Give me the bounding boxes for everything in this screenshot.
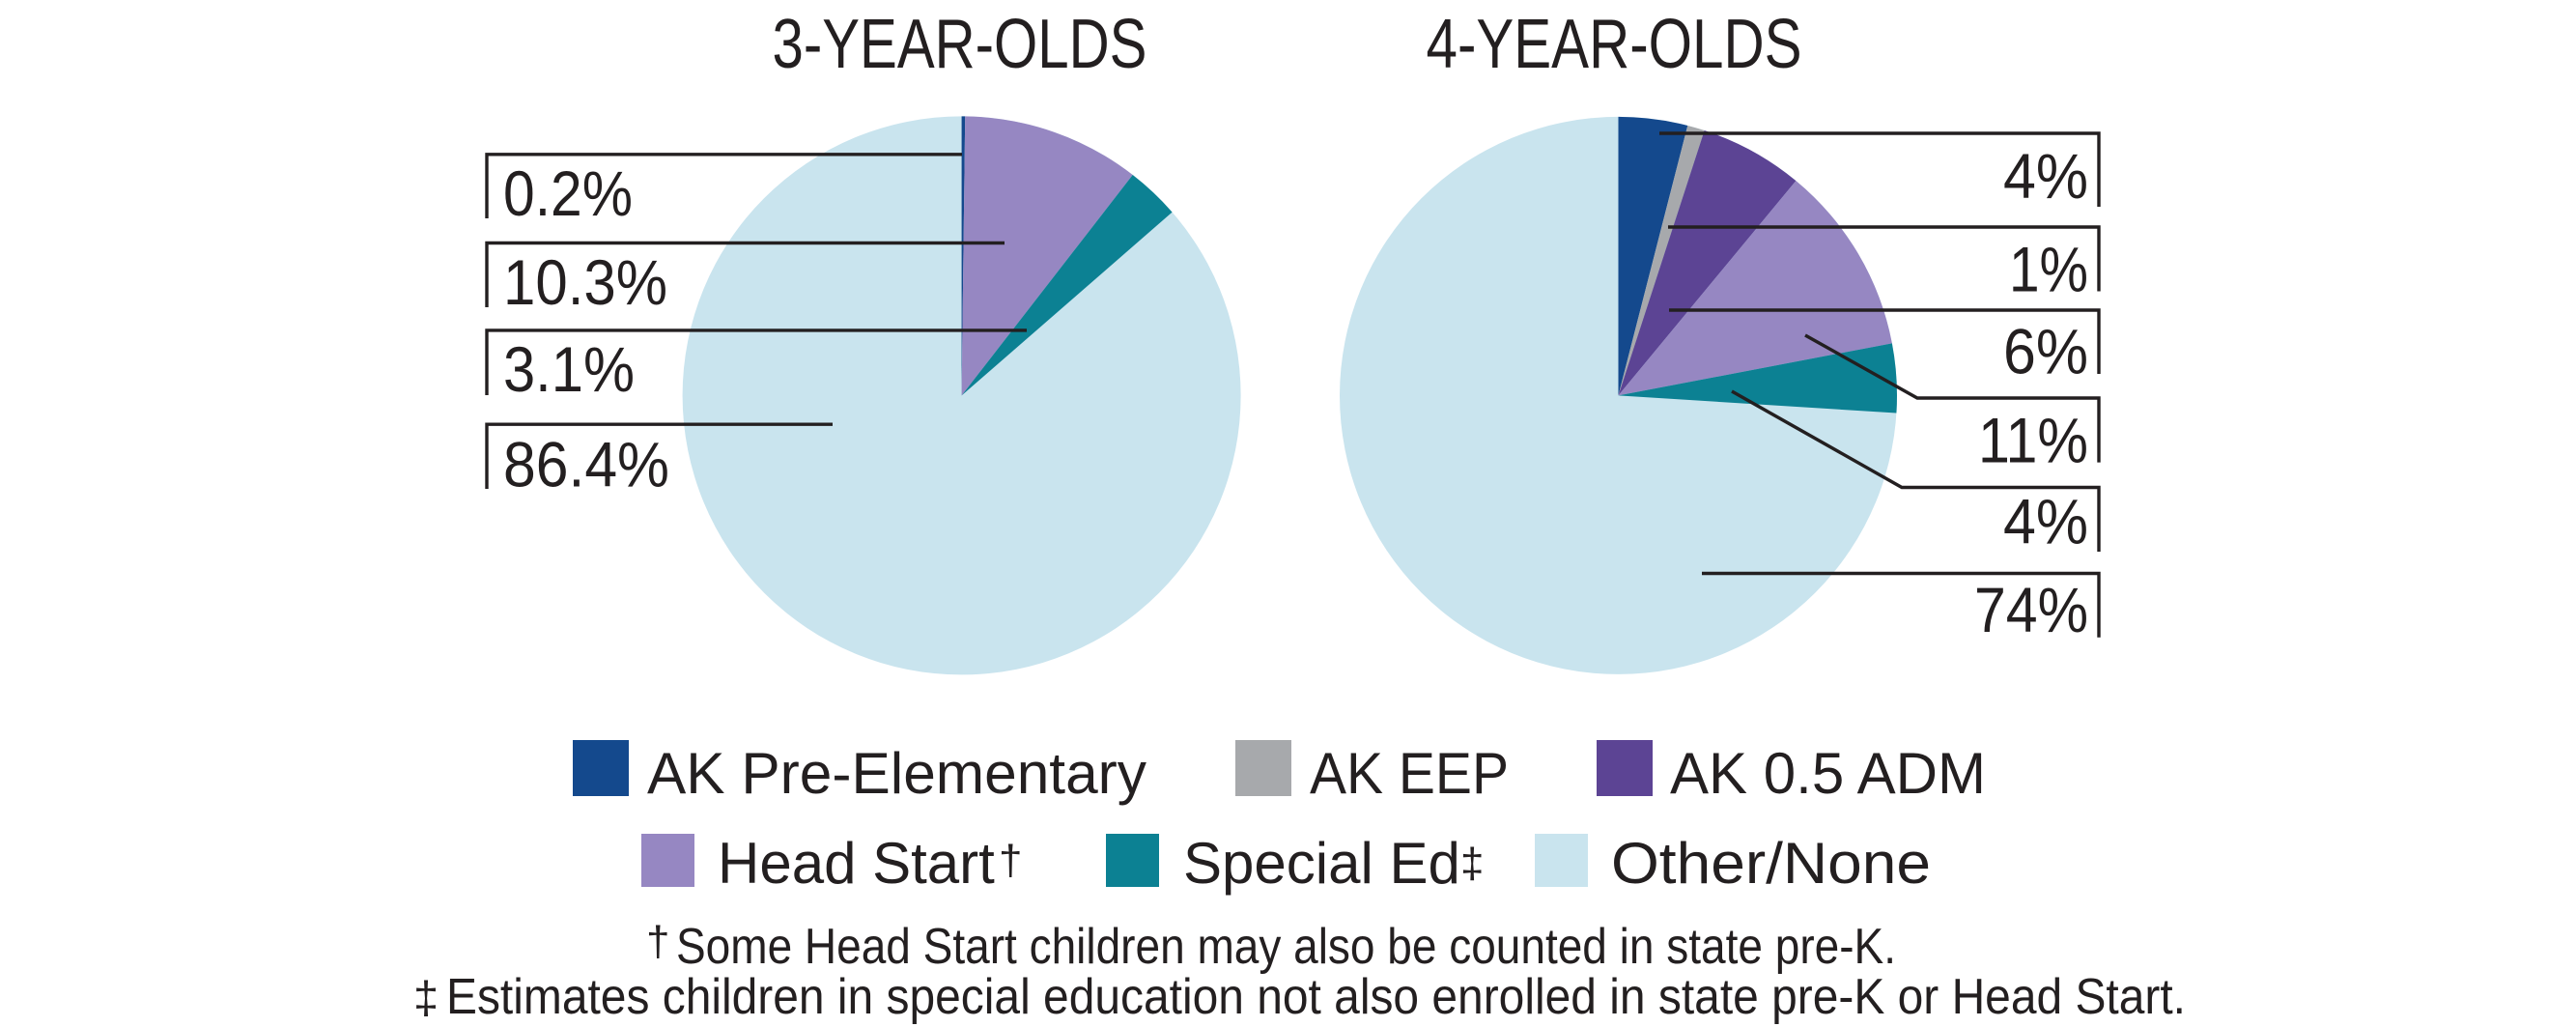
svg-text:4%: 4%	[2003, 486, 2088, 557]
svg-text:Special Ed: Special Ed	[1183, 831, 1460, 896]
svg-text:Some Head Start children may a: Some Head Start children may also be cou…	[676, 919, 1896, 975]
svg-text:0.2%: 0.2%	[503, 157, 633, 229]
svg-text:AK Pre-Elementary: AK Pre-Elementary	[647, 741, 1146, 806]
svg-text:4%: 4%	[2003, 140, 2088, 212]
svg-text:‡: ‡	[413, 972, 439, 1023]
svg-text:Other/None: Other/None	[1611, 831, 1931, 896]
svg-text:†: †	[646, 918, 669, 965]
svg-text:Head Start: Head Start	[718, 831, 995, 896]
svg-text:†: †	[999, 837, 1022, 884]
svg-text:74%: 74%	[1974, 574, 2088, 645]
svg-text:6%: 6%	[2003, 316, 2088, 387]
svg-text:‡: ‡	[1460, 840, 1484, 887]
svg-text:10.3%: 10.3%	[503, 246, 667, 318]
svg-text:3.1%: 3.1%	[503, 333, 635, 405]
svg-text:Estimates children in special: Estimates children in special education …	[446, 969, 2186, 1025]
svg-text:11%: 11%	[1978, 405, 2088, 476]
svg-text:AK 0.5 ADM: AK 0.5 ADM	[1670, 741, 1986, 806]
svg-text:86.4%: 86.4%	[503, 429, 669, 500]
svg-text:3-YEAR-OLDS: 3-YEAR-OLDS	[773, 6, 1147, 83]
svg-text:AK EEP: AK EEP	[1310, 741, 1509, 806]
svg-text:4-YEAR-OLDS: 4-YEAR-OLDS	[1427, 6, 1802, 83]
svg-text:1%: 1%	[2009, 234, 2088, 305]
